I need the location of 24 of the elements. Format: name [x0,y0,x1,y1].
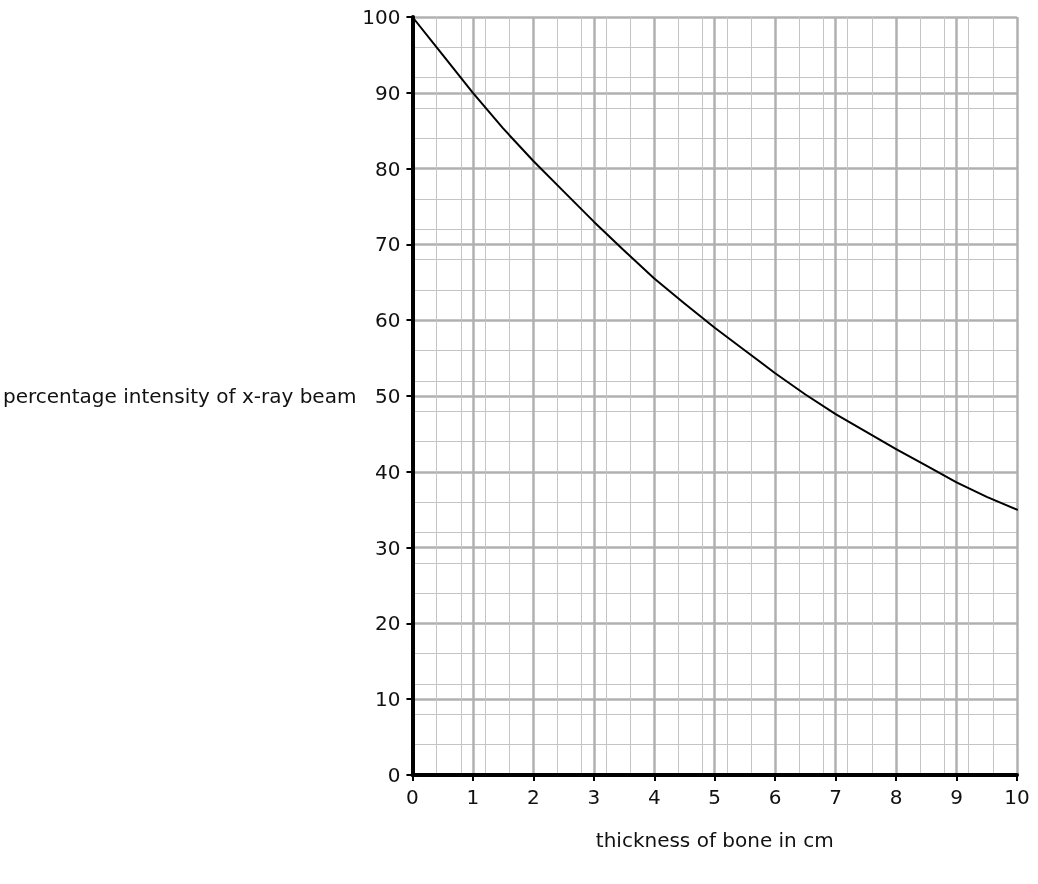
y-tick-label: 100 [362,5,401,29]
x-tick-label: 0 [406,785,419,809]
y-tick-label: 70 [375,232,401,257]
x-tick-label: 7 [829,785,842,809]
x-tick-label: 1 [466,785,480,809]
x-tick-label: 2 [526,785,540,809]
x-tick-label: 6 [768,785,782,809]
y-tick-label: 60 [375,308,401,333]
x-tick-label: 8 [889,785,903,809]
y-tick-label: 40 [375,459,401,484]
y-axis-title: percentage intensity of x-ray beam [3,384,357,408]
y-tick-label: 90 [375,80,401,105]
x-tick-label: 3 [587,785,601,809]
x-tick-label: 5 [708,785,722,809]
x-axis-title: thickness of bone in cm [595,828,834,852]
x-tick-label: 10 [1004,785,1030,809]
y-tick-label: 0 [387,763,401,787]
x-tick-label: 9 [950,785,963,809]
x-tick-label: 4 [647,785,661,809]
y-tick-label: 20 [375,611,401,636]
y-tick-label: 30 [375,535,401,560]
y-tick-label: 10 [375,687,401,712]
y-tick-label: 80 [375,156,401,181]
y-tick-label: 50 [375,384,401,408]
